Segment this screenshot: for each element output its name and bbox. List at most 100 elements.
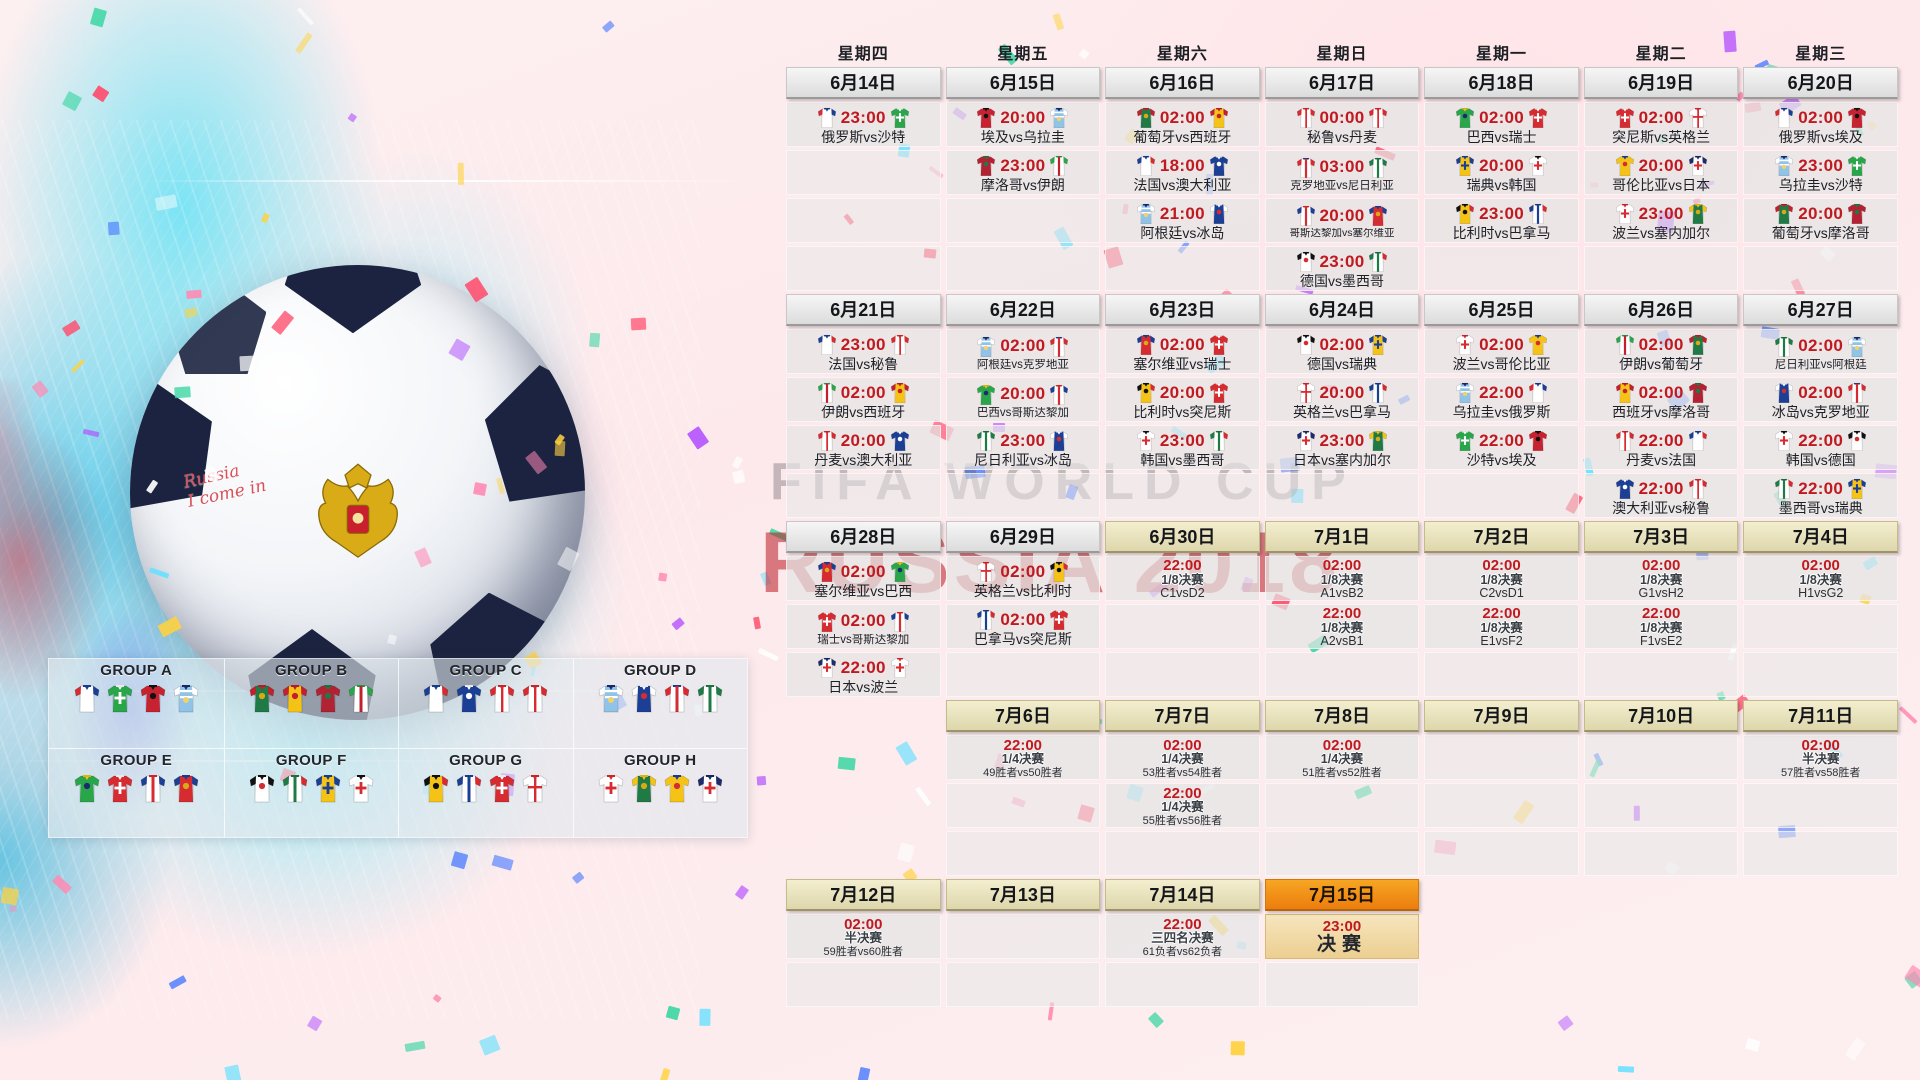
date-label[interactable]: 6月22日 [945,294,1101,326]
group-match-slot[interactable]: 18:00 法国vs澳大利亚 [1105,150,1260,195]
knockout-match-slot[interactable]: 02:00 半决赛 57胜者vs58胜者 [1743,735,1898,780]
date-label[interactable]: 7月7日 [1105,700,1260,732]
group-match-slot[interactable]: 02:00 俄罗斯vs埃及 [1743,102,1898,147]
group-match-slot[interactable]: 22:00 沙特vs埃及 [1424,425,1579,470]
group-match-slot[interactable]: 22:00 日本vs波兰 [786,652,941,697]
empty-slot [1264,652,1420,697]
group-match-slot[interactable]: 03:00 克罗地亚vs尼日利亚 [1264,150,1420,195]
group-match-slot[interactable]: 02:00 巴西vs瑞士 [1424,102,1579,147]
final-match-slot[interactable]: 23:00 决赛 [1264,914,1420,959]
knockout-match-slot[interactable]: 22:00 1/8决赛 F1vsE2 [1583,604,1739,649]
group-match-slot[interactable]: 22:00 韩国vs德国 [1743,425,1898,470]
date-label[interactable]: 6月16日 [1105,67,1260,99]
knockout-match-slot[interactable]: 02:00 1/8决赛 C2vsD1 [1424,556,1579,601]
group-match-slot[interactable]: 20:00 哥斯达黎加vs塞尔维亚 [1264,198,1420,243]
knockout-match-slot[interactable]: 22:00 1/8决赛 A2vsB1 [1264,604,1420,649]
group-match-slot[interactable]: 22:00 墨西哥vs瑞典 [1743,473,1898,518]
date-label[interactable]: 6月14日 [786,67,941,99]
date-label[interactable]: 6月20日 [1743,67,1898,99]
group-match-slot[interactable]: 02:00 波兰vs哥伦比亚 [1424,329,1579,374]
group-match-slot[interactable]: 23:00 日本vs塞内加尔 [1264,425,1420,470]
group-match-slot[interactable]: 20:00 比利时vs突尼斯 [1105,377,1260,422]
group-match-slot[interactable]: 20:00 葡萄牙vs摩洛哥 [1743,198,1898,243]
group-match-slot[interactable]: 22:00 丹麦vs法国 [1583,425,1739,470]
knockout-match-slot[interactable]: 22:00 1/8决赛 C1vsD2 [1105,556,1260,601]
group-match-slot[interactable]: 20:00 英格兰vs巴拿马 [1264,377,1420,422]
knockout-match-slot[interactable]: 22:00 1/4决赛 55胜者vs56胜者 [1105,783,1260,828]
date-label[interactable]: 7月9日 [1424,700,1579,732]
group-match-slot[interactable]: 02:00 塞尔维亚vs巴西 [786,556,941,601]
group-match-slot[interactable]: 22:00 乌拉圭vs俄罗斯 [1424,377,1579,422]
date-label[interactable]: 6月29日 [945,521,1101,553]
date-label[interactable]: 7月4日 [1743,521,1898,553]
group-match-slot[interactable]: 23:00 比利时vs巴拿马 [1424,198,1579,243]
date-label[interactable]: 7月8日 [1264,700,1420,732]
group-match-slot[interactable]: 20:00 丹麦vs澳大利亚 [786,425,941,470]
date-label[interactable]: 6月19日 [1583,67,1739,99]
date-label[interactable]: 6月28日 [786,521,941,553]
group-match-slot[interactable]: 02:00 西班牙vs摩洛哥 [1583,377,1739,422]
group-match-slot[interactable]: 02:00 巴拿马vs突尼斯 [945,604,1101,649]
group-match-slot[interactable]: 02:00 葡萄牙vs西班牙 [1105,102,1260,147]
date-label[interactable]: 6月24日 [1264,294,1420,326]
date-label[interactable]: 7月10日 [1583,700,1739,732]
day-cell-6月30日: 6月30日 22:00 1/8决赛 C1vsD2 [1105,521,1260,700]
match-time: 02:00 [1322,556,1362,574]
group-match-slot[interactable]: 23:00 乌拉圭vs沙特 [1743,150,1898,195]
group-match-slot[interactable]: 20:00 哥伦比亚vs日本 [1583,150,1739,195]
date-label[interactable]: 7月12日 [786,879,941,911]
date-label[interactable]: 6月17日 [1264,67,1420,99]
group-match-slot[interactable]: 20:00 瑞典vs韩国 [1424,150,1579,195]
date-label[interactable]: 7月14日 [1105,879,1260,911]
date-label[interactable]: 7月11日 [1743,700,1898,732]
group-match-slot[interactable]: 02:00 伊朗vs西班牙 [786,377,941,422]
knockout-match-slot[interactable]: 22:00 1/8决赛 E1vsF2 [1424,604,1579,649]
group-match-slot[interactable]: 02:00 伊朗vs葡萄牙 [1583,329,1739,374]
group-match-slot[interactable]: 02:00 阿根廷vs克罗地亚 [945,329,1101,374]
date-label[interactable]: 6月25日 [1424,294,1579,326]
group-match-slot[interactable]: 23:00 波兰vs塞内加尔 [1583,198,1739,243]
knockout-match-slot[interactable]: 02:00 半决赛 59胜者vs60胜者 [786,914,941,959]
date-label[interactable]: 6月23日 [1105,294,1260,326]
empty-slot [786,150,941,195]
jersey-icon-japan [695,771,725,805]
knockout-match-slot[interactable]: 22:00 1/4决赛 49胜者vs50胜者 [945,735,1101,780]
group-match-slot[interactable]: 00:00 秘鲁vs丹麦 [1264,102,1420,147]
date-label[interactable]: 6月26日 [1583,294,1739,326]
group-match-slot[interactable]: 23:00 德国vs墨西哥 [1264,246,1420,291]
knockout-match-slot[interactable]: 02:00 1/4决赛 51胜者vs52胜者 [1264,735,1420,780]
jersey-icon-colombia [1527,332,1549,357]
group-match-slot[interactable]: 20:00 埃及vs乌拉圭 [945,102,1101,147]
group-match-slot[interactable]: 02:00 德国vs瑞典 [1264,329,1420,374]
group-match-slot[interactable]: 23:00 俄罗斯vs沙特 [786,102,941,147]
group-match-slot[interactable]: 20:00 巴西vs哥斯达黎加 [945,377,1101,422]
date-label[interactable]: 6月30日 [1105,521,1260,553]
group-match-slot[interactable]: 22:00 澳大利亚vs秘鲁 [1583,473,1739,518]
knockout-match-slot[interactable]: 02:00 1/8决赛 G1vsH2 [1583,556,1739,601]
group-match-slot[interactable]: 02:00 瑞士vs哥斯达黎加 [786,604,941,649]
date-label[interactable]: 7月2日 [1424,521,1579,553]
date-label[interactable]: 6月21日 [786,294,941,326]
date-label[interactable]: 6月27日 [1743,294,1898,326]
group-match-slot[interactable]: 23:00 摩洛哥vs伊朗 [945,150,1101,195]
group-match-slot[interactable]: 02:00 英格兰vs比利时 [945,556,1101,601]
group-match-slot[interactable]: 02:00 塞尔维亚vs瑞士 [1105,329,1260,374]
date-label[interactable]: 6月15日 [945,67,1101,99]
date-label[interactable]: 6月18日 [1424,67,1579,99]
group-match-slot[interactable]: 23:00 尼日利亚vs冰岛 [945,425,1101,470]
date-label[interactable]: 7月13日 [945,879,1101,911]
knockout-match-slot[interactable]: 22:00 三四名决赛 61负者vs62负者 [1105,914,1260,959]
group-match-slot[interactable]: 23:00 法国vs秘鲁 [786,329,941,374]
group-match-slot[interactable]: 23:00 韩国vs墨西哥 [1105,425,1260,470]
group-match-slot[interactable]: 21:00 阿根廷vs冰岛 [1105,198,1260,243]
group-match-slot[interactable]: 02:00 突尼斯vs英格兰 [1583,102,1739,147]
knockout-match-slot[interactable]: 02:00 1/8决赛 H1vsG2 [1743,556,1898,601]
date-label[interactable]: 7月1日 [1264,521,1420,553]
date-label[interactable]: 7月6日 [945,700,1101,732]
date-label[interactable]: 7月15日 [1264,879,1420,911]
group-match-slot[interactable]: 02:00 尼日利亚vs阿根廷 [1743,329,1898,374]
knockout-match-slot[interactable]: 02:00 1/4决赛 53胜者vs54胜者 [1105,735,1260,780]
knockout-match-slot[interactable]: 02:00 1/8决赛 A1vsB2 [1264,556,1420,601]
group-match-slot[interactable]: 02:00 冰岛vs克罗地亚 [1743,377,1898,422]
date-label[interactable]: 7月3日 [1583,521,1739,553]
